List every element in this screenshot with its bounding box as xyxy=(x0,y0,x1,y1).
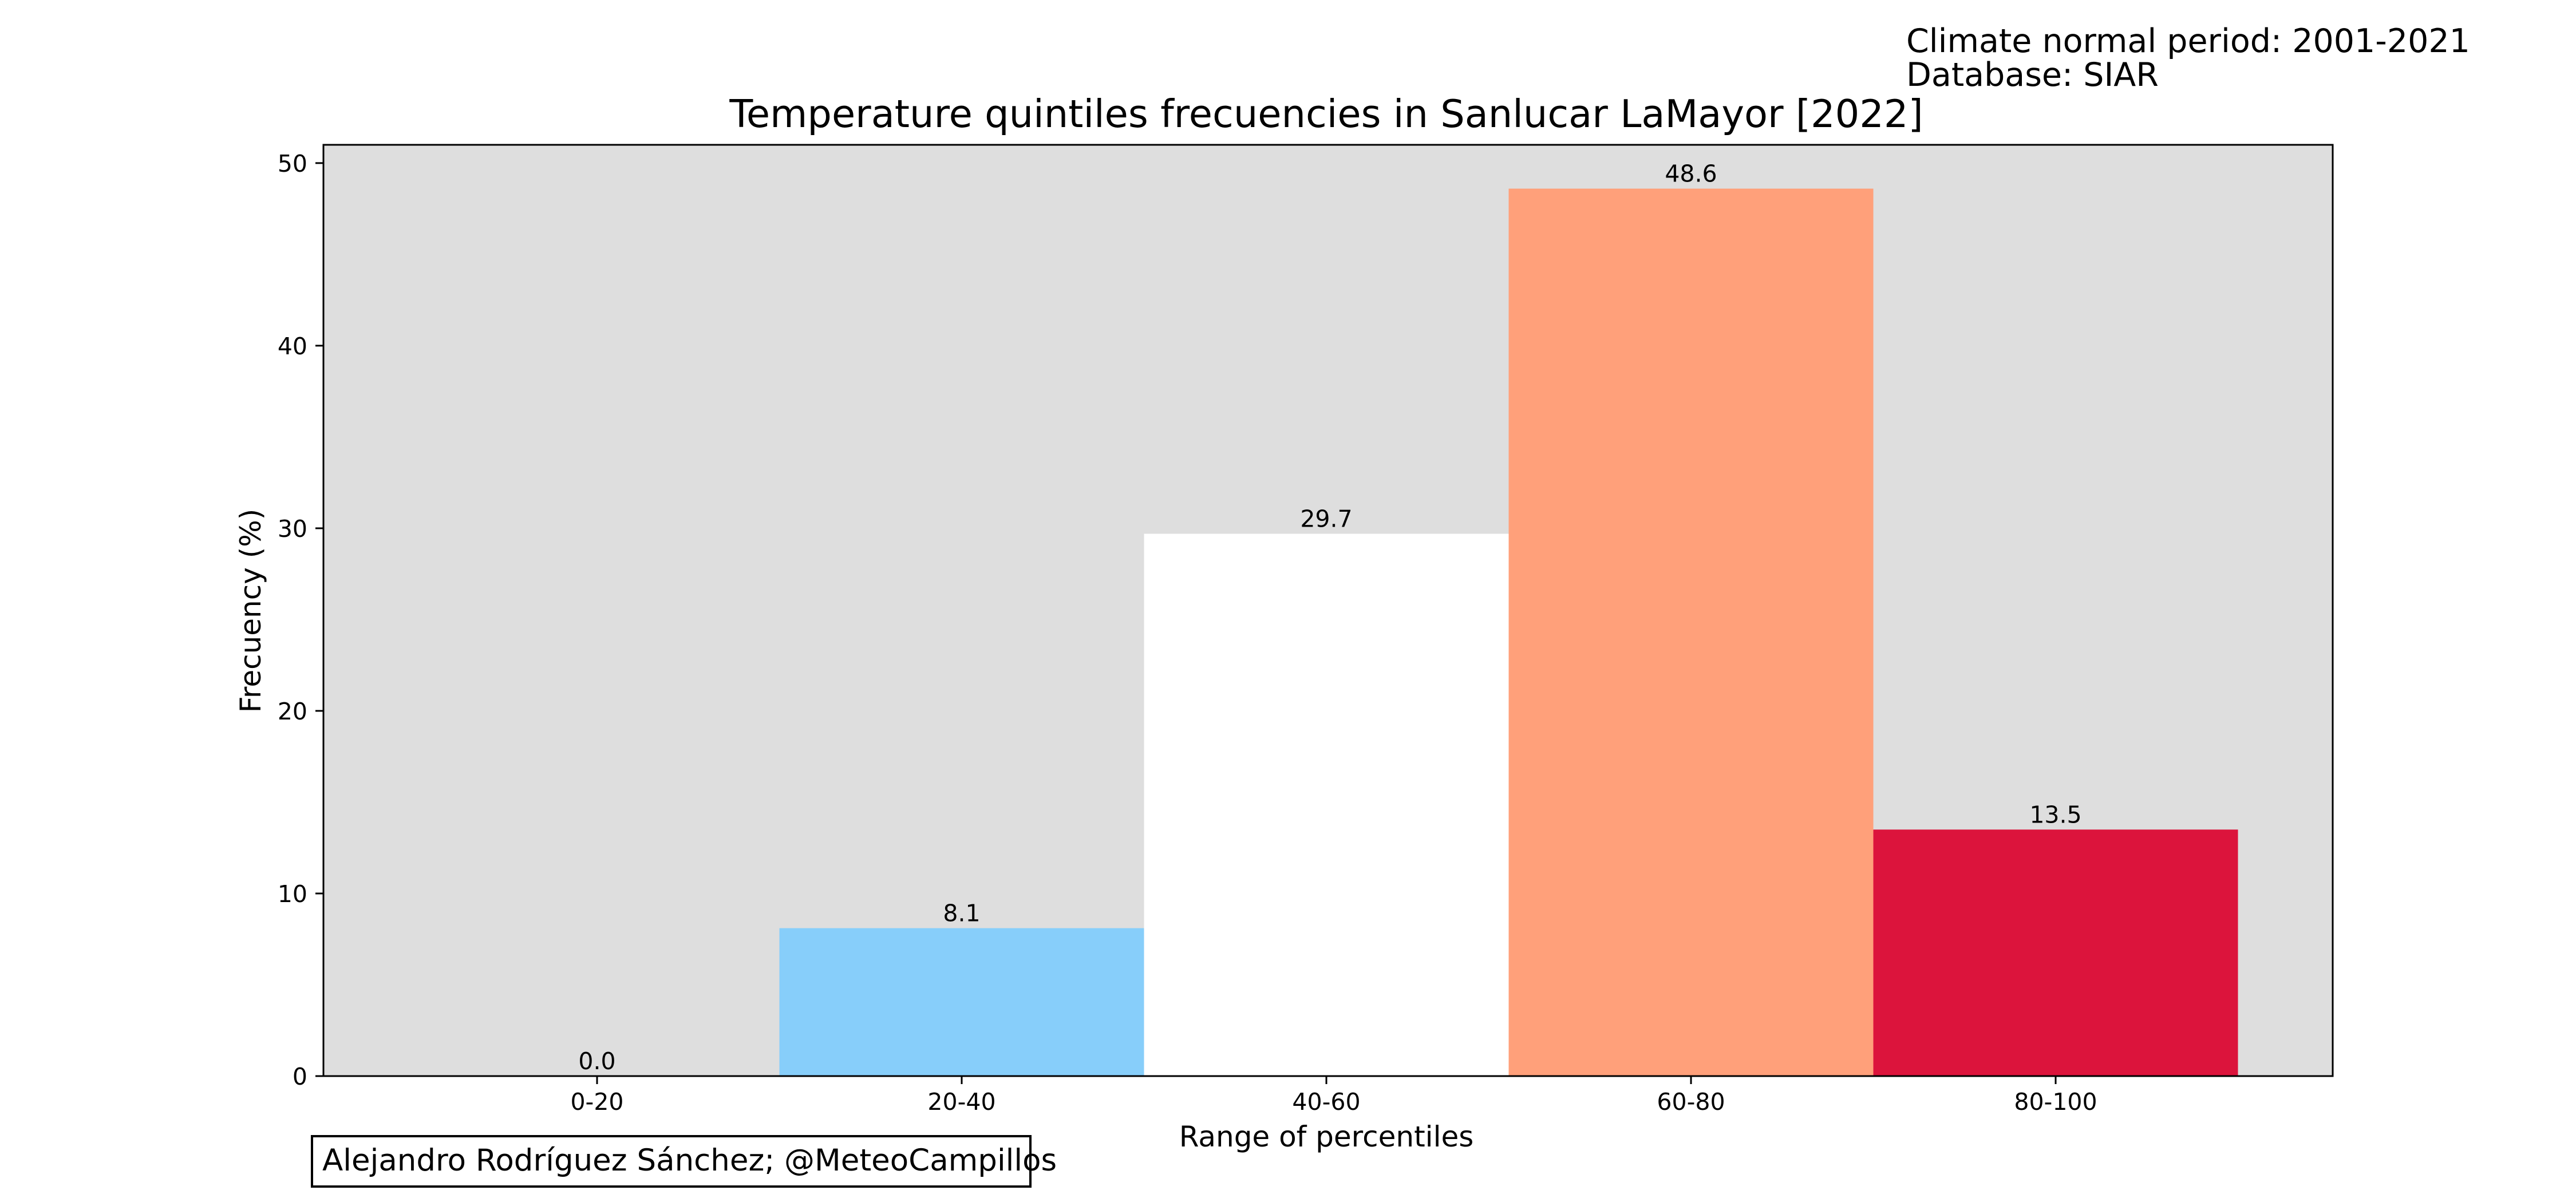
y-tick-label-10: 10 xyxy=(278,880,307,908)
bar-80-100 xyxy=(1873,829,2238,1076)
plot-frame xyxy=(322,144,2334,1077)
y-tick-label-50: 50 xyxy=(278,150,307,177)
value-label-40-60: 29.7 xyxy=(1300,505,1352,533)
value-labels-layer: 0.0 8.1 29.7 48.6 13.5 xyxy=(578,160,2081,1075)
bar-20-40 xyxy=(779,928,1144,1076)
y-tick-label-20: 20 xyxy=(278,698,307,725)
x-tick-label-60-80: 60-80 xyxy=(1657,1088,1725,1116)
value-label-80-100: 13.5 xyxy=(2029,801,2081,828)
x-axis: 0-20 20-40 40-60 60-80 80-100 xyxy=(570,1076,2097,1116)
x-tick-label-40-60: 40-60 xyxy=(1292,1088,1360,1116)
y-axis-label: Frecuency (%) xyxy=(234,509,267,713)
credit-text: Alejandro Rodríguez Sánchez; @MeteoCampi… xyxy=(322,1143,1057,1178)
x-axis-label: Range of percentiles xyxy=(1179,1120,1474,1153)
credit-box xyxy=(311,1135,1032,1188)
y-axis: 0 10 20 30 40 50 xyxy=(278,150,323,1090)
chart-title: Temperature quintiles frecuencies in San… xyxy=(729,92,1923,136)
value-label-0-20: 0.0 xyxy=(578,1047,615,1075)
y-tick-label-40: 40 xyxy=(278,333,307,360)
database-label: Database: SIAR xyxy=(1906,56,2159,94)
x-tick-label-0-20: 0-20 xyxy=(570,1088,623,1116)
y-tick-label-30: 30 xyxy=(278,515,307,543)
climate-period-label: Climate normal period: 2001-2021 xyxy=(1906,22,2470,60)
y-tick-label-0: 0 xyxy=(293,1063,307,1090)
x-tick-label-20-40: 20-40 xyxy=(927,1088,995,1116)
value-label-60-80: 48.6 xyxy=(1665,160,1717,188)
bar-40-60 xyxy=(1144,533,1509,1076)
bar-60-80 xyxy=(1508,188,1874,1076)
x-tick-label-80-100: 80-100 xyxy=(2014,1088,2097,1116)
bars-layer xyxy=(779,188,2238,1076)
value-label-20-40: 8.1 xyxy=(943,900,980,927)
